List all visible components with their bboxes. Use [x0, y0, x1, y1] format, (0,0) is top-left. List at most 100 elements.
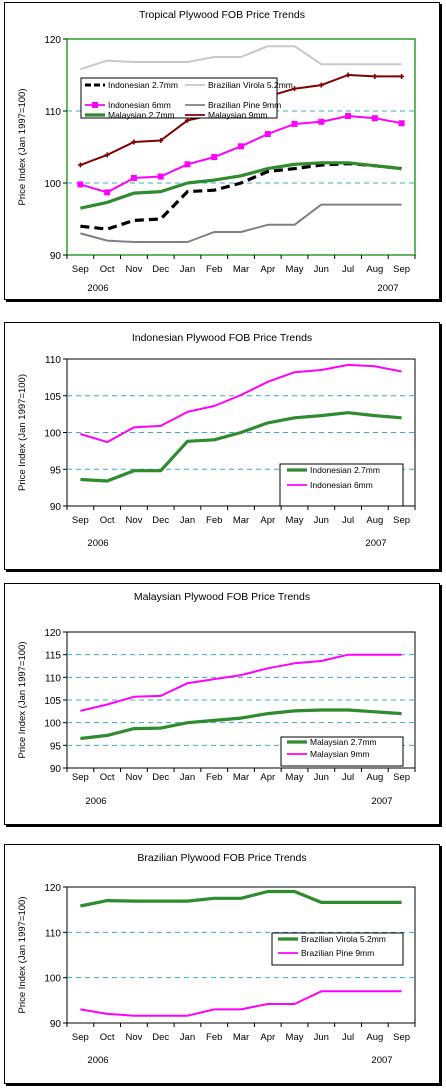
- y-axis-label: Price Index (Jan 1997=100): [17, 642, 28, 759]
- y-tick-label: 90: [50, 1019, 62, 1030]
- x-tick-label: Apr: [260, 772, 275, 783]
- data-point: [211, 154, 218, 161]
- series-line-indonesian-2-7mm: [80, 411, 402, 483]
- x-tick-label: Nov: [125, 515, 142, 526]
- x-tick-label: Feb: [206, 515, 222, 526]
- data-point: [158, 138, 164, 144]
- y-tick-label: 110: [45, 107, 61, 118]
- y-tick-label: 100: [44, 429, 61, 440]
- x-tick-label: Mar: [233, 264, 249, 275]
- x-tick-label: Sep: [393, 515, 410, 526]
- x-tick-label: Apr: [260, 264, 275, 275]
- x-tick-label: Jan: [180, 772, 195, 783]
- data-point: [318, 82, 324, 88]
- chart-title: Malaysian Plywood FOB Price Trends: [134, 591, 310, 603]
- legend-label: Indonesian 6mm: [108, 100, 171, 110]
- x-tick-label: Jul: [342, 772, 354, 783]
- x-tick-label: May: [286, 772, 304, 783]
- year-label: 2007: [365, 538, 386, 549]
- y-tick-label: 120: [44, 628, 61, 639]
- data-point: [184, 117, 190, 123]
- y-axis-label: Price Index (Jan 1997=100): [17, 374, 28, 491]
- data-point: [372, 73, 378, 79]
- year-label: 2007: [371, 1055, 392, 1066]
- chart-svg: Brazilian Plywood FOB Price Trends 90 100 1…: [17, 852, 416, 1066]
- data-point: [371, 115, 378, 122]
- y-tick-label: 115: [45, 651, 61, 662]
- x-tick-label: Oct: [100, 515, 115, 526]
- y-axis-label: Price Index (Jan 1997=100): [17, 897, 28, 1014]
- x-tick-label: May: [286, 1032, 304, 1043]
- chart-title: Tropical Plywood FOB Price Trends: [139, 9, 305, 21]
- data-point: [77, 162, 83, 168]
- x-tick-label: Sep: [72, 264, 89, 275]
- x-tick-label: Jun: [314, 1032, 329, 1043]
- series-line-brazilian-virola-5-2mm: [80, 45, 402, 71]
- x-tick-label: Dec: [152, 264, 169, 275]
- data-point: [345, 72, 351, 78]
- legend-label: Brazilian Pine 9mm: [208, 100, 281, 110]
- y-tick-label: 100: [44, 719, 61, 730]
- y-tick-label: 120: [44, 35, 61, 46]
- y-tick-label: 100: [44, 974, 61, 985]
- tropical-chart-panel: Tropical Plywood FOB Price Trends 90 100 11…: [4, 2, 440, 300]
- data-point: [264, 131, 271, 138]
- data-point: [398, 120, 405, 127]
- data-point: [77, 181, 84, 188]
- year-label: 2007: [377, 283, 398, 294]
- x-tick-label: Jan: [180, 1032, 195, 1043]
- chart-title: Indonesian Plywood FOB Price Trends: [132, 332, 312, 344]
- y-tick-label: 95: [50, 465, 62, 476]
- x-tick-label: Jun: [314, 264, 329, 275]
- chart-svg: Tropical Plywood FOB Price Trends 90 100 11…: [17, 9, 416, 294]
- y-tick-label: 90: [50, 502, 62, 513]
- x-tick-label: Oct: [100, 772, 115, 783]
- x-tick-label: Mar: [233, 1032, 249, 1043]
- y-tick-label: 110: [45, 928, 61, 939]
- x-tick-label: Mar: [233, 772, 249, 783]
- data-point: [157, 173, 164, 180]
- x-tick-label: Aug: [366, 515, 383, 526]
- legend-label: Brazilian Virola 5.2mm: [208, 80, 293, 90]
- data-point: [291, 120, 298, 127]
- chart-svg: Malaysian Plywood FOB Price Trends 90 95 10…: [17, 591, 416, 807]
- y-axis-label: Price Index (Jan 1997=100): [17, 89, 28, 206]
- legend-label: Malaysian 9mm: [310, 749, 370, 759]
- x-tick-label: Feb: [206, 772, 222, 783]
- brazilian-chart-panel: Brazilian Plywood FOB Price Trends 90 100 1…: [4, 844, 440, 1084]
- x-tick-label: Dec: [152, 515, 169, 526]
- legend-label: Indonesian 2.7mm: [310, 465, 380, 475]
- data-point: [399, 73, 405, 79]
- malaysian-chart-panel: Malaysian Plywood FOB Price Trends 90 95 10…: [4, 583, 440, 825]
- legend-label: Malaysian 2.7mm: [108, 110, 175, 120]
- x-tick-label: Jul: [342, 264, 354, 275]
- data-point: [184, 161, 191, 168]
- y-tick-label: 105: [44, 696, 61, 707]
- y-tick-label: 95: [50, 741, 62, 752]
- indonesian-chart-panel: Indonesian Plywood FOB Price Trends 90 95 1…: [4, 322, 440, 570]
- legend-box: [80, 77, 278, 119]
- x-tick-label: Feb: [206, 264, 222, 275]
- x-tick-label: Nov: [125, 264, 142, 275]
- y-tick-label: 110: [45, 355, 61, 366]
- x-tick-label: Sep: [72, 515, 89, 526]
- year-label: 2006: [87, 283, 108, 294]
- x-tick-label: Jun: [314, 515, 329, 526]
- legend-label: Malaysian 9mm: [208, 110, 268, 120]
- x-tick-label: Sep: [393, 772, 410, 783]
- x-tick-label: Apr: [260, 1032, 275, 1043]
- chart-title: Brazilian Plywood FOB Price Trends: [137, 852, 306, 864]
- x-tick-label: Jun: [314, 772, 329, 783]
- data-point: [292, 86, 298, 92]
- y-tick-label: 100: [44, 179, 61, 190]
- chart-svg: Indonesian Plywood FOB Price Trends 90 95 1…: [17, 332, 416, 549]
- x-tick-label: Jan: [180, 515, 195, 526]
- legend-label: Indonesian 6mm: [310, 480, 373, 490]
- x-tick-label: Nov: [125, 772, 142, 783]
- x-tick-label: Feb: [206, 1032, 222, 1043]
- x-tick-label: Apr: [260, 515, 275, 526]
- series-line-indonesian-6mm: [80, 363, 402, 444]
- x-tick-label: Sep: [393, 1032, 410, 1043]
- legend-label: Brazilian Pine 9mm: [301, 948, 374, 958]
- series-line-malaysian-2-7mm: [80, 708, 402, 741]
